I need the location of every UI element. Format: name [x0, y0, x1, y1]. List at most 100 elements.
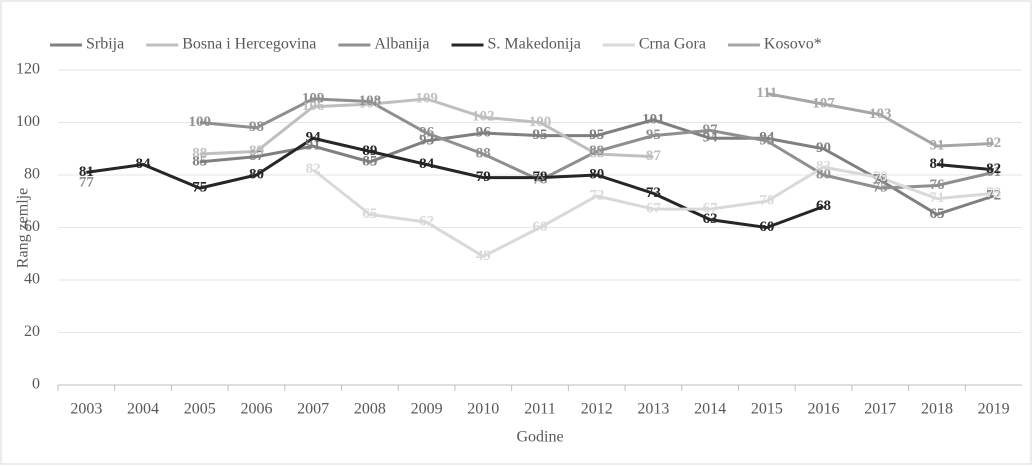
data-label: 88: [192, 145, 207, 161]
data-label: 82: [306, 161, 321, 177]
data-label: 60: [533, 219, 548, 235]
data-label: 72: [589, 187, 604, 203]
data-label: 67: [703, 201, 719, 217]
series-line: [766, 92, 994, 148]
data-label: 93: [419, 132, 434, 148]
x-tick-label: 2009: [411, 401, 443, 418]
data-label: 100: [529, 114, 552, 130]
data-label: 89: [589, 143, 604, 159]
data-label: 101: [642, 111, 665, 127]
data-label: 100: [189, 114, 212, 130]
data-label: 84: [136, 156, 152, 172]
data-label: 60: [759, 219, 774, 235]
x-tick-label: 2019: [978, 401, 1010, 418]
y-tick-label: 60: [24, 218, 40, 235]
x-tick-label: 2017: [864, 401, 896, 418]
data-label: 81: [986, 164, 1001, 180]
legend-label: Srbija: [86, 36, 124, 53]
data-label: 109: [415, 90, 438, 106]
data-label: 107: [359, 96, 382, 112]
data-label: 94: [759, 130, 775, 146]
y-tick-label: 20: [24, 323, 40, 340]
x-tick-label: 2018: [921, 401, 953, 418]
y-tick-label: 80: [24, 166, 40, 183]
data-label: 80: [249, 166, 264, 182]
x-tick-label: 2011: [524, 401, 555, 418]
legend-label: S. Makedonija: [488, 36, 581, 53]
data-label: 63: [703, 211, 718, 227]
data-label: 62: [419, 214, 434, 230]
data-label: 67: [646, 201, 662, 217]
data-label: 95: [533, 127, 548, 143]
data-label: 79: [873, 169, 888, 185]
data-label: 108: [359, 93, 382, 109]
series-line: [199, 118, 995, 217]
x-tick-label: 2010: [467, 401, 499, 418]
data-label: 65: [362, 206, 377, 222]
data-label: 80: [589, 166, 604, 182]
data-label: 107: [812, 96, 835, 112]
data-label: 91: [306, 138, 321, 154]
data-label: 75: [192, 180, 207, 196]
y-axis-label: Rang zemlje: [15, 188, 32, 268]
data-label: 65: [929, 206, 944, 222]
x-tick-label: 2015: [751, 401, 783, 418]
series-line: [199, 97, 654, 159]
data-label: 96: [476, 124, 492, 140]
x-tick-label: 2013: [637, 401, 669, 418]
data-label: 82: [986, 161, 1001, 177]
data-label: 73: [646, 185, 661, 201]
data-label: 95: [589, 127, 604, 143]
data-label: 95: [646, 127, 661, 143]
data-label: 77: [79, 174, 95, 190]
data-label: 79: [476, 169, 491, 185]
data-label: 49: [476, 248, 491, 264]
data-label: 75: [873, 180, 888, 196]
data-label: 92: [986, 135, 1001, 151]
data-label: 89: [362, 143, 377, 159]
data-label: 91: [929, 138, 944, 154]
data-label: 88: [476, 145, 491, 161]
legend-label: Albanija: [374, 36, 429, 53]
data-label: 71: [929, 190, 944, 206]
data-label: 90: [816, 140, 831, 156]
data-label: 106: [302, 98, 325, 114]
y-tick-label: 120: [16, 61, 40, 78]
data-label: 85: [362, 153, 377, 169]
series-line: [86, 136, 994, 230]
data-label: 68: [816, 198, 831, 214]
data-label: 76: [929, 177, 945, 193]
x-tick-label: 2007: [297, 401, 329, 418]
data-label: 78: [873, 172, 888, 188]
data-label: 87: [646, 148, 662, 164]
data-label: 111: [756, 85, 777, 101]
data-label: 94: [703, 130, 719, 146]
data-label: 84: [929, 156, 945, 172]
data-label: 73: [986, 185, 1001, 201]
data-label: 70: [759, 193, 774, 209]
x-tick-label: 2005: [184, 401, 216, 418]
x-tick-label: 2003: [70, 401, 102, 418]
y-tick-label: 100: [16, 113, 40, 130]
legend-label: Crna Gora: [639, 36, 706, 53]
data-label: 93: [759, 132, 774, 148]
data-label: 85: [192, 153, 207, 169]
series-line: [199, 97, 994, 190]
legend-label: Bosna i Hercegovina: [182, 36, 316, 53]
x-tick-label: 2004: [127, 401, 159, 418]
data-label: 83: [816, 159, 831, 175]
data-label: 72: [986, 187, 1001, 203]
x-tick-label: 2016: [808, 401, 840, 418]
legend-label: Kosovo*: [764, 36, 822, 53]
data-label: 84: [419, 156, 435, 172]
x-tick-label: 2014: [694, 401, 726, 418]
y-tick-label: 0: [32, 376, 40, 393]
data-label: 103: [869, 106, 892, 122]
data-label: 87: [249, 148, 265, 164]
data-label: 96: [419, 124, 435, 140]
data-label: 78: [533, 172, 548, 188]
data-label: 80: [816, 166, 831, 182]
data-label: 97: [703, 122, 719, 138]
